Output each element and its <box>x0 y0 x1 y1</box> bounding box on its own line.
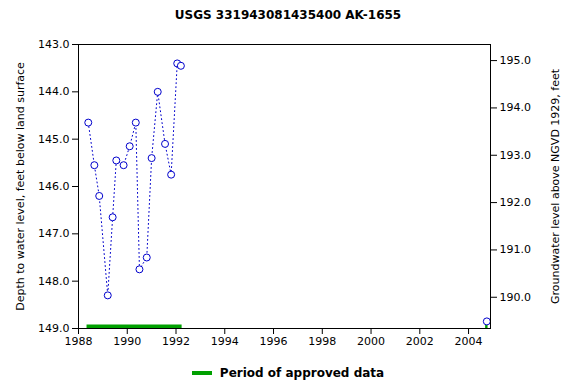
svg-text:1996: 1996 <box>260 335 288 348</box>
svg-text:1992: 1992 <box>162 335 190 348</box>
svg-text:195.0: 195.0 <box>500 54 532 67</box>
svg-text:2002: 2002 <box>406 335 434 348</box>
svg-text:193.0: 193.0 <box>500 149 532 162</box>
html-text:USGS 331943081435400 AK-1655: USGS 331943081435400 AK-1655 <box>174 8 402 22</box>
svg-text:192.0: 192.0 <box>500 196 532 209</box>
svg-text:Depth to water level, feet bel: Depth to water level, feet below land su… <box>14 62 27 311</box>
svg-text:Groundwater level above NGVD 1: Groundwater level above NGVD 1929, feet <box>549 68 562 304</box>
svg-text:148.0: 148.0 <box>38 275 70 288</box>
svg-text:149.0: 149.0 <box>38 322 70 335</box>
svg-text:190.0: 190.0 <box>500 291 532 304</box>
svg-text:2004: 2004 <box>455 335 483 348</box>
svg-text:1998: 1998 <box>308 335 336 348</box>
svg-text:2000: 2000 <box>357 335 385 348</box>
html-text:Period of approved data: Period of approved data <box>219 366 385 380</box>
svg-text:143.0: 143.0 <box>38 38 70 51</box>
svg-text:144.0: 144.0 <box>38 85 70 98</box>
svg-text:1988: 1988 <box>65 335 93 348</box>
svg-text:1994: 1994 <box>211 335 239 348</box>
svg-text:146.0: 146.0 <box>38 180 70 193</box>
svg-text:194.0: 194.0 <box>500 101 532 114</box>
svg-text:147.0: 147.0 <box>38 227 70 240</box>
svg-text:191.0: 191.0 <box>500 243 532 256</box>
svg-text:145.0: 145.0 <box>38 133 70 146</box>
svg-text:1990: 1990 <box>113 335 141 348</box>
